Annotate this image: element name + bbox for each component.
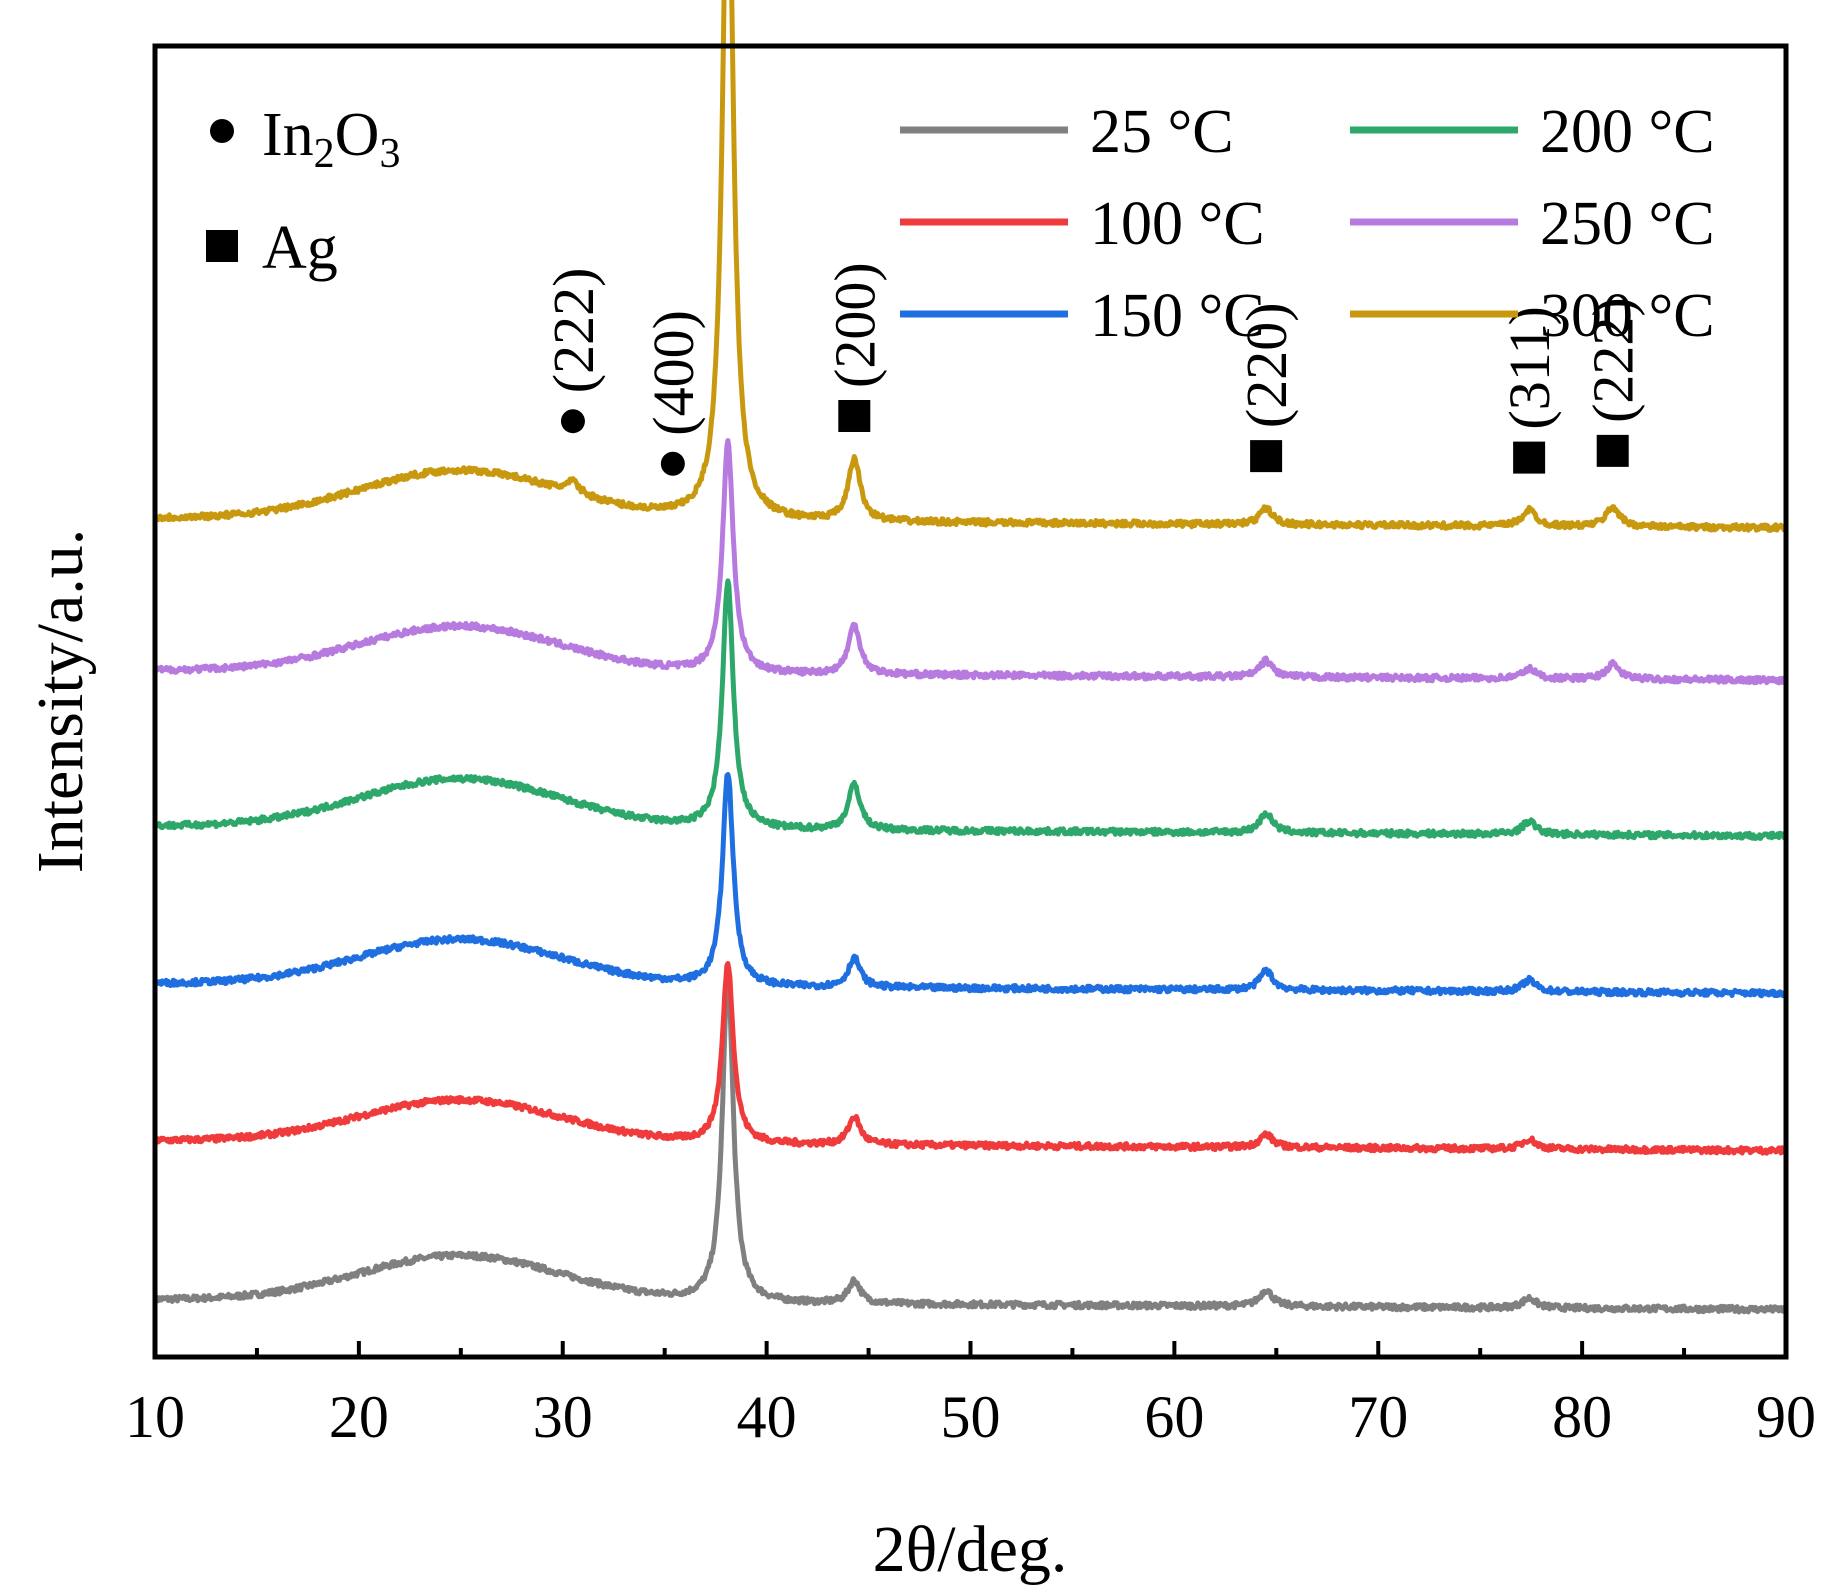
series-line-250c: [152, 438, 1789, 686]
peak-index-label: (222): [541, 268, 606, 394]
in2o3-peak-marker: [560, 409, 585, 434]
y-axis-label: Intensity/a.u.: [24, 529, 97, 874]
x-tick-label: 10: [125, 1384, 185, 1450]
x-tick-label: 30: [533, 1384, 593, 1450]
x-tick-label: 90: [1756, 1384, 1816, 1450]
in2o3-legend-label: In2O3: [262, 101, 400, 177]
series-line-100c: [152, 961, 1789, 1156]
ag-peak-marker: [838, 399, 871, 432]
peak-index-label: (220): [1234, 302, 1299, 428]
legend-label: 100 °C: [1090, 190, 1265, 258]
peak-index-label: (400): [641, 310, 706, 436]
series-line-200c: [152, 578, 1788, 841]
legend-label: 150 °C: [1090, 282, 1265, 350]
series-line-150c: [153, 772, 1789, 999]
x-tick-label: 50: [941, 1384, 1001, 1450]
x-axis-label: 2θ/deg.: [873, 1513, 1068, 1586]
legend-label: 200 °C: [1540, 98, 1715, 166]
series-layer: [152, 0, 1789, 1315]
in2o3-legend-marker: [210, 119, 234, 143]
legend-label: 250 °C: [1540, 190, 1715, 258]
legend-label: 300 °C: [1540, 282, 1715, 350]
x-tick-label: 70: [1348, 1384, 1408, 1450]
series-line-300c: [153, 0, 1788, 533]
ag-peak-marker: [1596, 434, 1629, 467]
x-tick-label: 60: [1144, 1384, 1204, 1450]
legend: 25 °C 100 °C 150 °C 200 °C 250 °C 300 °C In2O3…: [206, 98, 1715, 350]
x-axis-ticks: 10 20 30 40 50 60 70 80 90: [125, 1341, 1816, 1450]
peak-index-label: (222): [1581, 297, 1646, 423]
x-tick-label: 80: [1552, 1384, 1612, 1450]
peak-index-label: (200): [822, 262, 887, 388]
x-tick-label: 20: [329, 1384, 389, 1450]
ag-peak-marker: [1250, 440, 1283, 473]
series-line-25c: [152, 972, 1789, 1315]
in2o3-peak-marker: [660, 451, 685, 476]
ag-legend-marker: [206, 230, 238, 262]
ag-peak-marker: [1513, 441, 1546, 474]
peak-index-label: (311): [1497, 306, 1562, 429]
x-tick-label: 40: [737, 1384, 797, 1450]
legend-label: 25 °C: [1090, 98, 1234, 166]
ag-legend-label: Ag: [262, 214, 338, 282]
peak-annotations: (222)(400)(111)(200)(220)(311)(222): [541, 262, 1646, 476]
